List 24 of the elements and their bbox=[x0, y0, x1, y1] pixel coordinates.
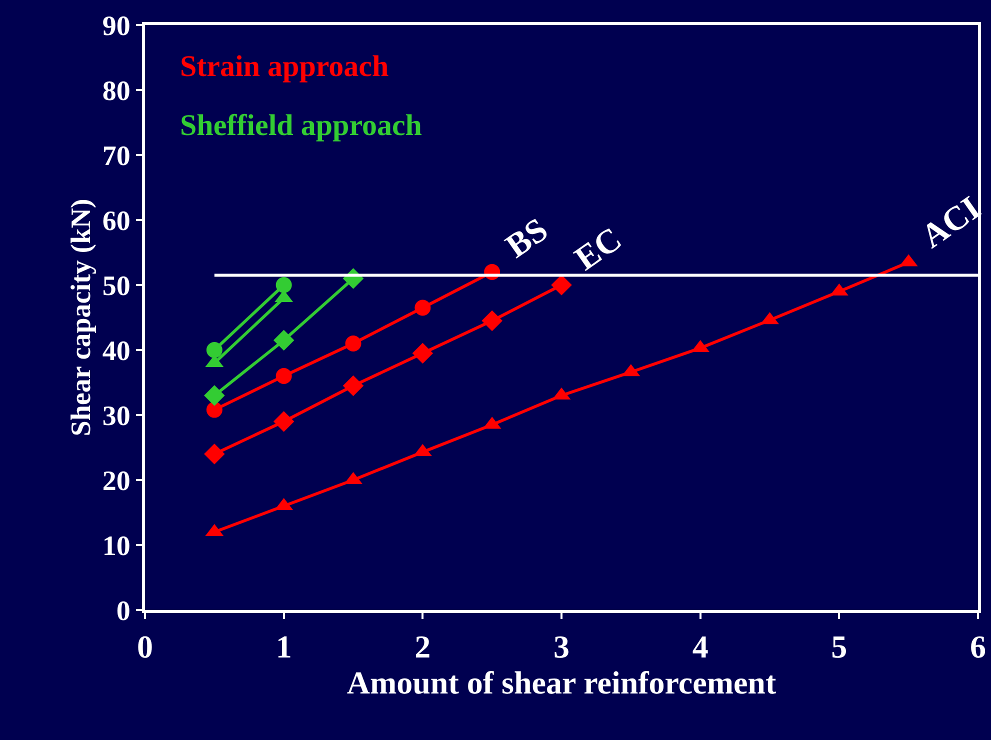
x-tick-label: 4 bbox=[692, 628, 708, 664]
x-tick-label: 3 bbox=[554, 628, 570, 664]
text: BS bbox=[499, 211, 555, 266]
y-tick-label: 30 bbox=[102, 400, 130, 432]
y-tick-label: 80 bbox=[102, 76, 130, 107]
y-axis-title: Shear capacity (kN) bbox=[66, 198, 98, 436]
annotation: Sheffield approach bbox=[180, 109, 422, 142]
y-tick-label: 90 bbox=[102, 10, 130, 42]
text: EC bbox=[568, 220, 628, 278]
annotation: Strain approach bbox=[180, 50, 389, 83]
y-tick-label: 70 bbox=[102, 140, 130, 172]
y-tick-label: 40 bbox=[102, 336, 130, 367]
x-tick-label: 5 bbox=[831, 628, 848, 664]
text: ACI bbox=[915, 190, 988, 256]
y-tick-label: 50 bbox=[102, 270, 130, 302]
x-tick-label: 1 bbox=[276, 628, 292, 664]
y-tick-label: 0 bbox=[116, 596, 130, 627]
x-tick-label: 6 bbox=[970, 628, 986, 664]
y-tick-label: 60 bbox=[102, 206, 130, 237]
y-tick-label: 10 bbox=[102, 530, 130, 562]
y-tick-label: 20 bbox=[102, 466, 130, 497]
x-tick-label: 0 bbox=[137, 628, 153, 664]
x-axis-title: Amount of shear reinforcement bbox=[346, 664, 776, 700]
x-tick-label: 2 bbox=[414, 628, 431, 664]
